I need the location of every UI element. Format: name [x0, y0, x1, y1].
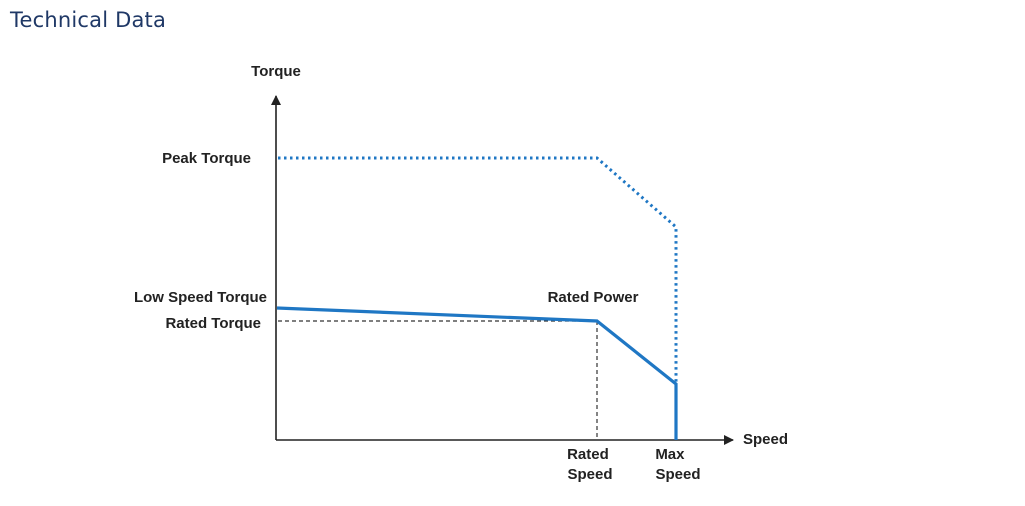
page-title: Technical Data: [10, 8, 167, 32]
y-axis-label: Torque: [251, 63, 301, 80]
max-speed-label: Max Speed: [655, 446, 700, 483]
continuous-torque-curve: [276, 306, 678, 440]
max-speed-label-line-1: Max: [655, 446, 685, 463]
x-axis-label: Speed: [743, 431, 788, 448]
peak-torque-label: Peak Torque: [162, 150, 251, 167]
rated-speed-label-line-1: Rated: [567, 446, 609, 463]
max-speed-label-line-2: Speed: [655, 466, 700, 483]
rated-torque-label: Rated Torque: [165, 315, 261, 332]
rated-speed-label-line-2: Speed: [567, 466, 612, 483]
rated-speed-label: Rated Speed: [567, 446, 613, 483]
peak-torque-curve: [278, 156, 678, 440]
rated-power-label: Rated Power: [548, 289, 639, 306]
low-speed-torque-label: Low Speed Torque: [134, 289, 267, 306]
